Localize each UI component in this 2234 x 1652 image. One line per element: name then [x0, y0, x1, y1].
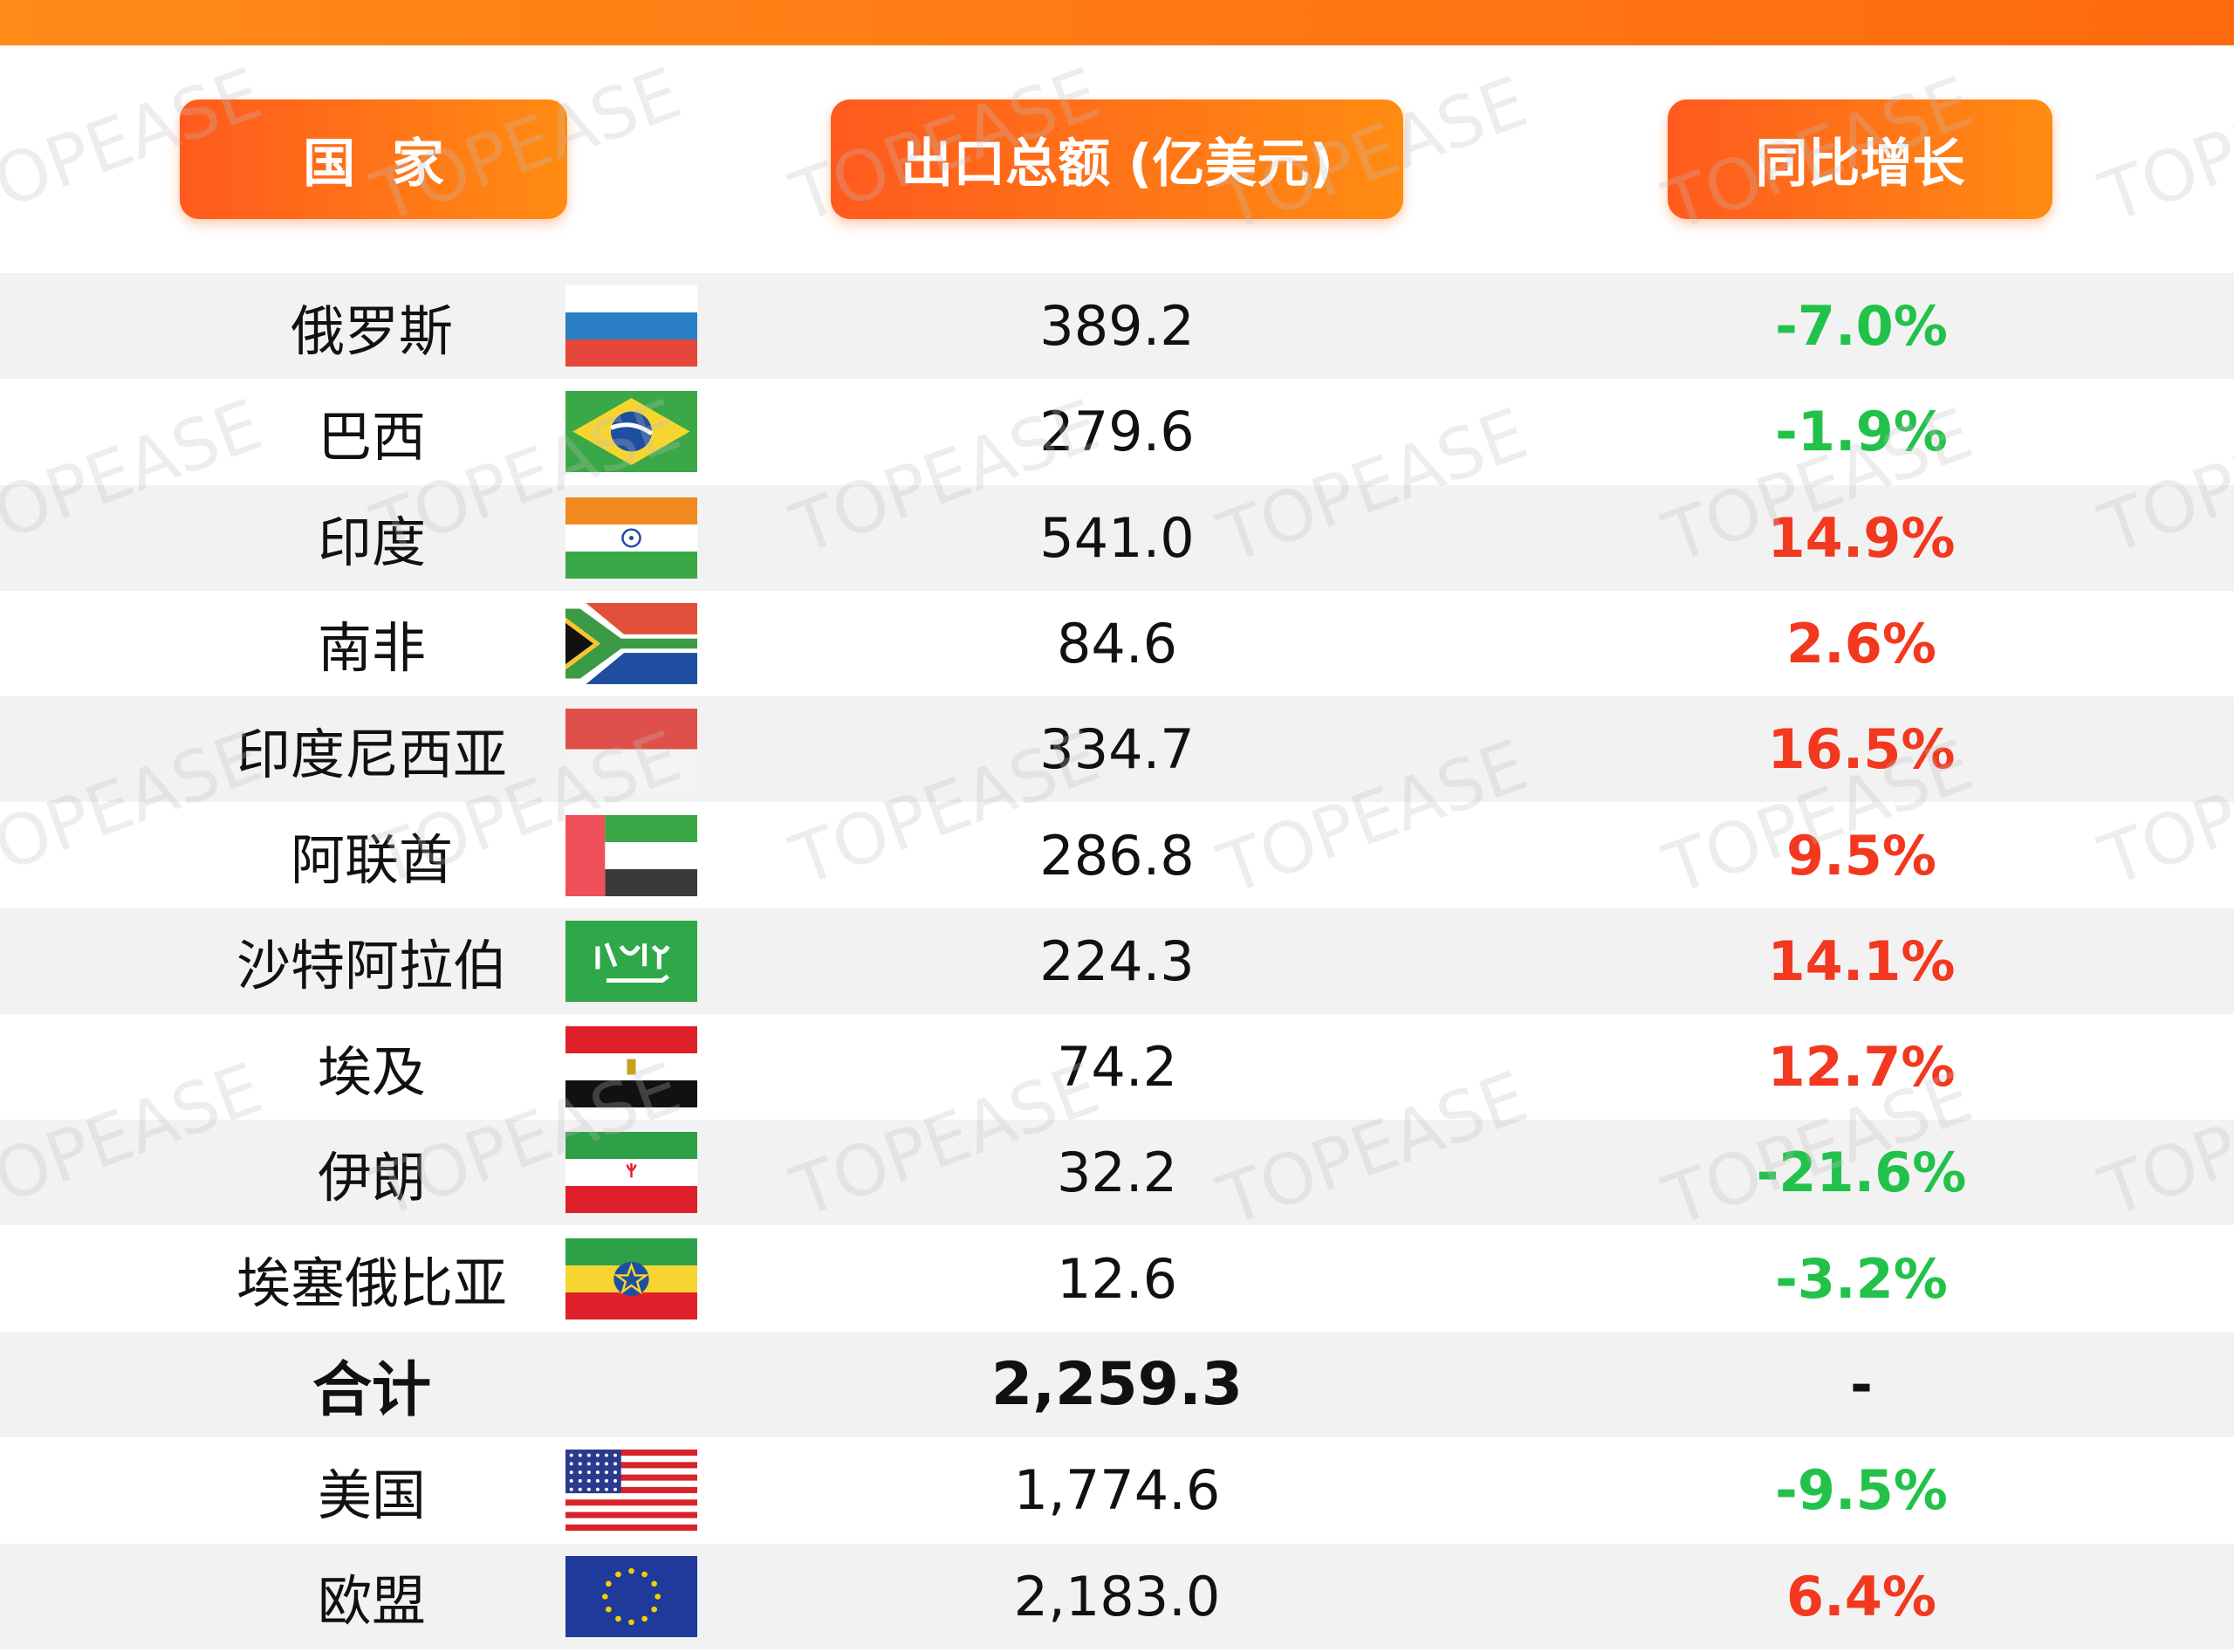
table-row: 伊朗 32.2 -21.6% [0, 1120, 2234, 1226]
flag-icon [565, 814, 697, 896]
flag-icon [565, 1237, 697, 1320]
country: 印度 [317, 511, 426, 575]
column-header: 国 家 [180, 99, 567, 219]
export-value: 541.0 [1039, 505, 1195, 570]
flag [565, 1026, 697, 1108]
column-header: 出口总额 (亿美元) [831, 99, 1403, 219]
country: 伊朗 [317, 1145, 426, 1210]
export-value: 2,259.3 [990, 1350, 1244, 1419]
country: 沙特阿拉伯 [236, 934, 507, 998]
top-bar [0, 0, 2234, 45]
growth-value: 14.9% [1767, 505, 1956, 570]
growth-value: 16.5% [1767, 717, 1956, 782]
export-value: 279.6 [1039, 400, 1195, 464]
table-row: 印度尼西亚 334.7 16.5% [0, 696, 2234, 803]
flag [565, 920, 697, 1002]
country: 印度尼西亚 [236, 722, 507, 786]
export-value: 224.3 [1039, 929, 1195, 993]
table-row: 埃塞俄比亚 12.6 -3.2% [0, 1225, 2234, 1332]
flag-icon [565, 920, 697, 1002]
flag [565, 602, 697, 684]
growth-value: -9.5% [1775, 1458, 1948, 1523]
country: 俄罗斯 [290, 298, 453, 363]
export-value: 389.2 [1039, 294, 1195, 358]
export-value: 286.8 [1039, 823, 1195, 888]
country: 南非 [317, 616, 426, 681]
export-value: 84.6 [1056, 611, 1178, 675]
country: 巴西 [317, 404, 426, 469]
export-value: 32.2 [1056, 1141, 1178, 1205]
flag-icon [565, 602, 697, 684]
export-value: 74.2 [1056, 1035, 1178, 1100]
flag [565, 814, 697, 896]
country: 埃塞俄比亚 [236, 1251, 507, 1316]
country: 欧盟 [317, 1569, 426, 1634]
growth-value: -3.2% [1775, 1246, 1948, 1311]
flag [565, 497, 697, 579]
flag-icon [565, 497, 697, 579]
growth-value: 2.6% [1786, 611, 1936, 675]
table-row: 沙特阿拉伯 224.3 14.1% [0, 908, 2234, 1014]
flag [565, 1237, 697, 1320]
flag [565, 285, 697, 367]
export-value: 12.6 [1056, 1246, 1178, 1311]
growth-value: 6.4% [1786, 1564, 1936, 1628]
table-row: 美国 1,774.6 -9.5% [0, 1437, 2234, 1544]
flag [565, 709, 697, 792]
country: 美国 [317, 1463, 426, 1527]
flag [565, 1450, 697, 1532]
growth-value: 14.1% [1767, 929, 1956, 993]
flag-icon [565, 1132, 697, 1215]
country: 埃及 [317, 1039, 426, 1104]
export-value: 2,183.0 [1013, 1564, 1221, 1628]
growth-value: 9.5% [1786, 823, 1936, 888]
flag-icon [565, 285, 697, 367]
country: 阿联酋 [290, 828, 453, 892]
growth-value: - [1850, 1353, 1873, 1416]
flag-icon [565, 1555, 697, 1637]
flag-icon [565, 1026, 697, 1108]
export-value: 1,774.6 [1013, 1458, 1221, 1523]
flag-icon [565, 709, 697, 792]
table-row: 印度 541.0 14.9% [0, 484, 2234, 591]
growth-value: 12.7% [1767, 1035, 1956, 1100]
growth-value: -21.6% [1756, 1141, 1967, 1205]
table-row: 欧盟 2,183.0 6.4% [0, 1543, 2234, 1649]
column-header: 同比增长 [1668, 99, 2052, 219]
flag [565, 1555, 697, 1637]
country: 合计 [312, 1356, 431, 1425]
growth-value: -1.9% [1775, 400, 1948, 464]
table-row: 俄罗斯 389.2 -7.0% [0, 273, 2234, 379]
table-row: 埃及 74.2 12.7% [0, 1014, 2234, 1121]
table-row: 阿联酋 286.8 9.5% [0, 802, 2234, 908]
flag [565, 1132, 697, 1215]
table-row: 合计 2,259.3 - [0, 1332, 2234, 1437]
growth-value: -7.0% [1775, 294, 1948, 358]
table-row: 巴西 279.6 -1.9% [0, 379, 2234, 485]
table-row: 南非 84.6 2.6% [0, 590, 2234, 696]
flag-icon [565, 391, 697, 473]
flag [565, 391, 697, 473]
flag-icon [565, 1450, 697, 1532]
export-value: 334.7 [1039, 717, 1195, 782]
watermark: TOPEASE [2090, 52, 2234, 238]
